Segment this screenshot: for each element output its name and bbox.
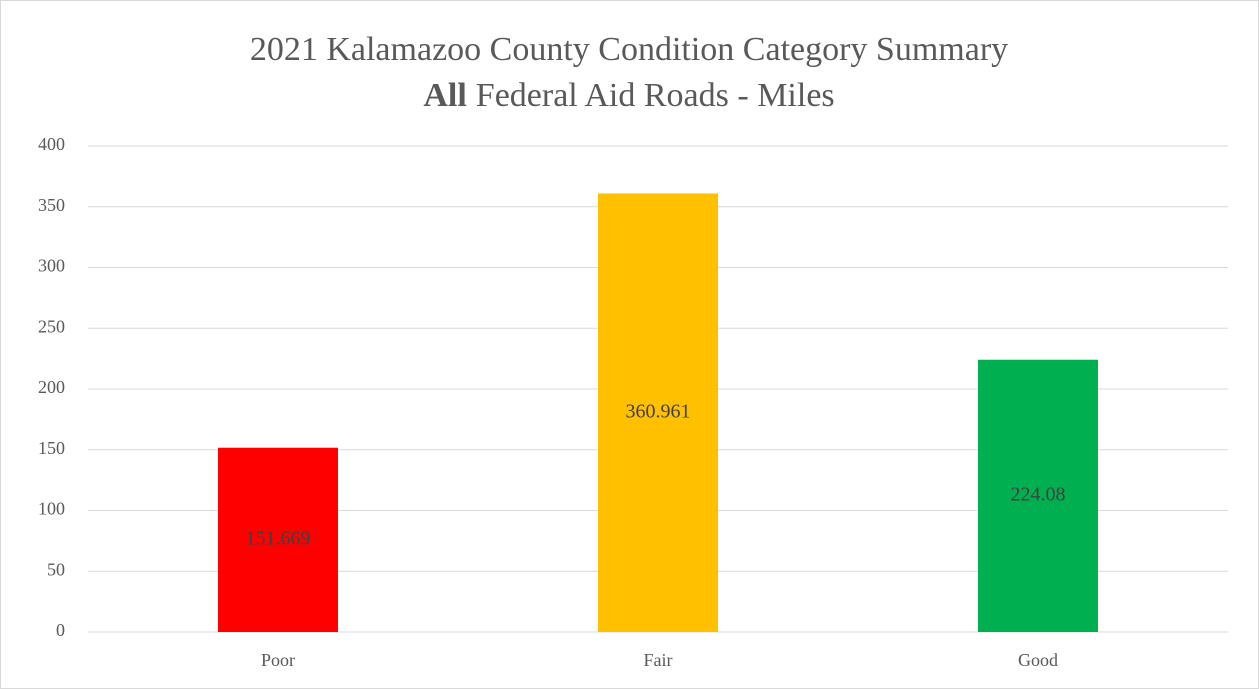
y-tick-label: 300 (38, 256, 65, 276)
y-tick-label: 400 (38, 134, 65, 154)
chart-subtitle: All Federal Aid Roads - Miles (423, 77, 834, 114)
x-tick-label: Good (1018, 650, 1058, 670)
data-label: 151.669 (246, 527, 311, 549)
data-label: 360.961 (626, 400, 691, 422)
y-tick-label: 250 (38, 316, 65, 336)
chart-title: 2021 Kalamazoo County Condition Category… (250, 31, 1008, 68)
x-tick-label: Poor (261, 650, 295, 670)
data-label: 224.08 (1011, 483, 1066, 505)
bar (598, 193, 718, 633)
y-tick-label: 200 (38, 377, 65, 397)
y-tick-label: 100 (38, 499, 65, 519)
y-tick-label: 50 (47, 559, 65, 579)
bar (218, 447, 338, 632)
y-tick-label: 150 (38, 438, 65, 458)
subtitle-text: Federal Aid Roads - Miles (476, 77, 835, 114)
bar (978, 359, 1098, 632)
subtitle-bold: All (423, 77, 466, 114)
x-tick-label: Fair (644, 650, 673, 670)
y-tick-label: 0 (56, 620, 65, 640)
y-tick-label: 350 (38, 195, 65, 215)
